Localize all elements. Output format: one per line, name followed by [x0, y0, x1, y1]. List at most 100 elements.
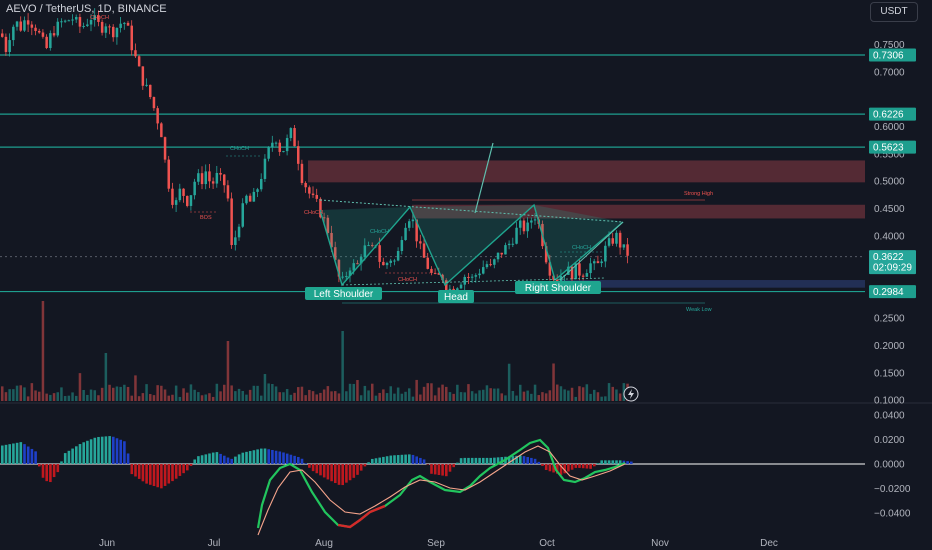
- macd-hist-bar: [30, 448, 34, 464]
- currency-button[interactable]: USDT: [870, 2, 918, 22]
- candle-body: [137, 56, 141, 67]
- macd-hist-bar: [149, 464, 152, 485]
- candle-body: [622, 244, 626, 248]
- volume-bar: [596, 392, 600, 401]
- macd-hist-bar: [200, 455, 204, 464]
- candle: [248, 193, 252, 202]
- candle-body: [197, 173, 200, 182]
- candle-body: [589, 263, 592, 274]
- candle-body: [485, 264, 489, 268]
- candle: [260, 173, 263, 192]
- volume-bar: [49, 394, 52, 401]
- candle-body: [1, 33, 4, 37]
- candle-body: [282, 151, 285, 153]
- candle-body: [12, 26, 15, 41]
- price-tick-label: 0.4500: [874, 204, 905, 215]
- candle-body: [60, 21, 63, 23]
- candle: [78, 13, 82, 34]
- candle: [611, 233, 614, 246]
- candle: [197, 169, 200, 185]
- volume-bar: [267, 383, 270, 401]
- volume-bar: [422, 386, 426, 401]
- macd-hist-bar: [12, 443, 15, 464]
- macd-hist-bar: [526, 457, 529, 464]
- volume-bar: [515, 395, 518, 401]
- candle: [145, 78, 148, 87]
- candle-body: [341, 276, 344, 278]
- candle: [271, 135, 274, 152]
- volume-bar: [167, 395, 170, 401]
- candle-body: [600, 261, 603, 264]
- macd-hist-bar: [459, 458, 463, 464]
- candle: [86, 18, 89, 27]
- candle-body: [581, 275, 585, 277]
- candle-body: [252, 191, 256, 202]
- volume-bar: [330, 391, 333, 401]
- candle: [496, 252, 500, 263]
- macd-hist-bar: [589, 464, 592, 469]
- volume-bar: [500, 393, 503, 401]
- candle-body: [167, 159, 170, 189]
- candle: [408, 218, 411, 232]
- volume-bar: [570, 387, 574, 401]
- macd-hist-bar: [252, 450, 256, 464]
- replay-icon[interactable]: [623, 386, 639, 402]
- candle-body: [382, 261, 385, 266]
- candle: [160, 122, 163, 138]
- candle-body: [445, 280, 448, 291]
- candle: [367, 241, 370, 247]
- volume-bar: [89, 389, 93, 401]
- macd-hist-bar: [160, 464, 163, 489]
- volume-bar: [126, 386, 130, 401]
- candle: [478, 268, 481, 279]
- candle-body: [34, 27, 37, 31]
- macd-hist-bar: [174, 464, 178, 479]
- candle-body: [126, 22, 130, 26]
- candle: [382, 257, 385, 266]
- candle-body: [548, 262, 552, 276]
- price-tick-label: 0.6000: [874, 122, 905, 133]
- macd-hist-bar: [467, 457, 470, 464]
- candle-body: [63, 20, 67, 22]
- candle-body: [515, 227, 518, 244]
- volume-bar: [396, 387, 400, 401]
- candle-body: [467, 276, 470, 278]
- volume-bar: [60, 387, 63, 401]
- volume-bar: [322, 389, 326, 401]
- candle-body: [526, 222, 529, 232]
- volume-bar: [482, 389, 485, 401]
- candle-body: [182, 188, 185, 196]
- candle: [618, 230, 622, 255]
- candle: [585, 269, 589, 278]
- volume-bar: [359, 395, 363, 401]
- candle: [581, 273, 585, 281]
- volume-bar: [86, 394, 89, 401]
- macd-hist-bar: [197, 456, 200, 464]
- volume-bar: [189, 384, 193, 401]
- candle-body: [463, 276, 466, 285]
- volume-bar: [574, 396, 577, 401]
- candle-body: [86, 24, 89, 26]
- macd-hist-bar: [8, 444, 11, 464]
- candle-body: [530, 220, 533, 223]
- volume-bar: [607, 383, 611, 401]
- volume-bar: [34, 390, 37, 401]
- candle: [285, 134, 289, 156]
- candle-body: [567, 266, 570, 275]
- volume-bar: [544, 393, 548, 401]
- candle: [604, 241, 607, 268]
- choch-label-6: CHoCH: [304, 210, 323, 216]
- candle-body: [359, 257, 363, 264]
- macd-hist-bar: [86, 440, 89, 464]
- volume-bar: [56, 392, 59, 401]
- volume-bar: [567, 390, 570, 401]
- macd-hist-bar: [182, 464, 185, 474]
- volume-bar: [134, 375, 137, 401]
- candle-body: [75, 17, 78, 20]
- volume-bar: [204, 394, 207, 401]
- volume-bar: [285, 389, 289, 401]
- candle: [282, 150, 285, 153]
- macd-hist-bar: [1, 445, 4, 464]
- candle-body: [356, 263, 359, 265]
